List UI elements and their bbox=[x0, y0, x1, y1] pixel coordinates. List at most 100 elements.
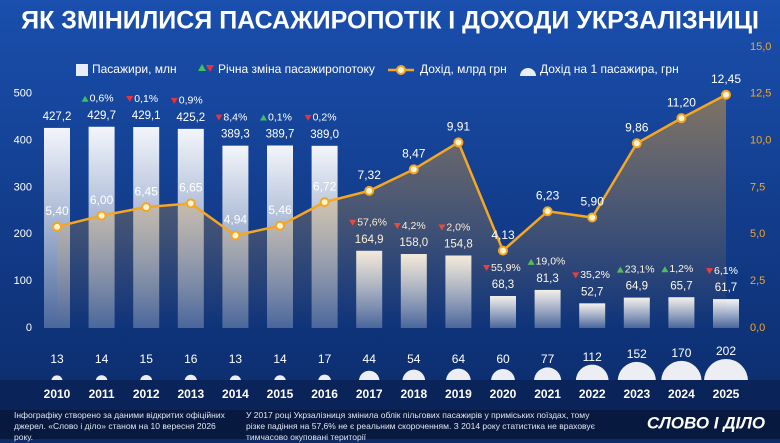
per-passenger-label: 17 bbox=[318, 352, 332, 366]
income-point bbox=[185, 198, 196, 209]
x-tick-label: 2010 bbox=[44, 387, 71, 401]
income-point bbox=[364, 185, 375, 196]
per-passenger-label: 77 bbox=[541, 352, 555, 366]
x-tick-label: 2021 bbox=[534, 387, 561, 401]
per-passenger-label: 13 bbox=[50, 352, 64, 366]
x-tick-label: 2012 bbox=[133, 387, 160, 401]
change-label: 0,6% bbox=[90, 93, 114, 105]
legend-label: Дохід на 1 пасажира, грн bbox=[540, 62, 679, 76]
income-point bbox=[631, 138, 642, 149]
y2-tick-label: 5,0 bbox=[750, 228, 765, 240]
bar-value-label: 389,7 bbox=[266, 129, 295, 141]
change-arrow bbox=[260, 114, 267, 121]
legend-label: Річна зміна пасажиропотоку bbox=[218, 62, 375, 76]
legend-label: Дохід, млрд грн bbox=[420, 62, 507, 76]
income-point bbox=[275, 220, 285, 231]
source-note: Інфографіку створено за даними відкритих… bbox=[14, 410, 225, 442]
income-point bbox=[408, 164, 419, 175]
change-arrow bbox=[126, 96, 134, 103]
legend-swatch bbox=[520, 68, 536, 76]
income-label: 12,45 bbox=[711, 72, 741, 86]
income-label: 5,40 bbox=[45, 204, 69, 218]
income-label: 4,94 bbox=[224, 213, 248, 227]
legend-label: Пасажири, млн bbox=[92, 62, 177, 76]
per-passenger-label: 14 bbox=[273, 352, 287, 366]
income-label: 9,86 bbox=[625, 120, 649, 134]
per-passenger-label: 170 bbox=[671, 346, 691, 360]
income-label: 6,23 bbox=[536, 188, 560, 202]
change-label: 0,1% bbox=[268, 111, 292, 123]
y-tick-label: 0 bbox=[26, 322, 32, 334]
income-label: 11,20 bbox=[667, 95, 696, 109]
per-passenger-label: 13 bbox=[229, 352, 243, 366]
income-point bbox=[542, 206, 553, 217]
change-arrow bbox=[304, 114, 312, 121]
x-tick-label: 2013 bbox=[177, 387, 204, 401]
income-point bbox=[676, 113, 687, 124]
y-tick-label: 200 bbox=[14, 228, 32, 240]
per-passenger-label: 44 bbox=[363, 352, 377, 366]
income-point bbox=[96, 210, 107, 221]
method-note: У 2017 році Укрзалізниця змінила облік п… bbox=[246, 410, 595, 442]
change-arrow bbox=[215, 114, 223, 121]
per-passenger-label: 64 bbox=[452, 352, 466, 366]
per-passenger-label: 112 bbox=[583, 350, 602, 364]
income-label: 9,91 bbox=[447, 120, 471, 134]
year-band bbox=[0, 380, 780, 410]
bar-value-label: 425,2 bbox=[176, 112, 205, 124]
income-label: 8,47 bbox=[402, 147, 426, 161]
income-label: 5,90 bbox=[581, 195, 605, 209]
per-passenger-label: 152 bbox=[627, 347, 647, 361]
bar-value-label: 389,3 bbox=[221, 129, 250, 141]
bar-value-label: 389,0 bbox=[310, 129, 339, 141]
income-point bbox=[52, 221, 62, 232]
per-passenger-label: 16 bbox=[184, 352, 198, 366]
x-tick-label: 2025 bbox=[713, 387, 740, 401]
x-tick-label: 2016 bbox=[311, 387, 338, 401]
x-axis: 2010 2011 2012 2013 2014 2015 2016 2017 2018 2019… bbox=[44, 387, 740, 401]
income-label: 6,72 bbox=[313, 179, 337, 193]
change-arrow bbox=[81, 95, 89, 102]
income-label: 4,13 bbox=[491, 228, 515, 242]
y-tick-label: 400 bbox=[14, 135, 32, 147]
legend-swatch bbox=[76, 64, 88, 76]
legend-swatch bbox=[396, 65, 406, 75]
legend-swatch bbox=[198, 64, 206, 71]
income-label: 6,45 bbox=[135, 184, 159, 198]
income-line bbox=[56, 93, 727, 253]
change-label: 0,1% bbox=[134, 93, 158, 105]
x-tick-label: 2014 bbox=[222, 387, 249, 401]
change-arrow bbox=[170, 97, 178, 104]
y-tick-label: 300 bbox=[14, 181, 32, 193]
bar-value-label: 427,2 bbox=[43, 111, 72, 123]
x-tick-label: 2018 bbox=[400, 387, 427, 401]
per-passenger-label: 14 bbox=[95, 352, 109, 366]
bar-value-label: 429,7 bbox=[87, 110, 116, 122]
x-tick-label: 2017 bbox=[356, 387, 383, 401]
per-passenger-label: 54 bbox=[407, 352, 421, 366]
per-passenger-label: 15 bbox=[140, 352, 154, 366]
income-point bbox=[453, 137, 464, 148]
income-point bbox=[587, 212, 598, 223]
income-label: 7,32 bbox=[358, 168, 382, 182]
legend-swatch bbox=[206, 65, 214, 72]
y-tick-label: 100 bbox=[14, 275, 32, 287]
bar-value-label: 429,1 bbox=[132, 110, 161, 122]
change-label: 0,9% bbox=[179, 95, 203, 107]
x-tick-label: 2023 bbox=[623, 387, 650, 401]
income-label: 6,00 bbox=[90, 193, 114, 207]
y2-tick-label: 10,0 bbox=[750, 135, 771, 147]
y2-tick-label: 15,0 bbox=[750, 41, 771, 53]
footer-band bbox=[0, 410, 780, 439]
income-point bbox=[498, 245, 508, 256]
x-tick-label: 2011 bbox=[89, 387, 115, 401]
plot: 0 100 200 300 400 500 0,0 2,5 5,0 7,5 10,0 12,5 15,0… bbox=[14, 41, 772, 366]
y2-tick-label: 2,5 bbox=[750, 275, 765, 287]
income-label: 5,46 bbox=[268, 203, 292, 217]
x-tick-label: 2024 bbox=[668, 387, 695, 401]
change-label: 0,2% bbox=[313, 112, 337, 124]
income-point bbox=[230, 230, 241, 241]
x-tick-label: 2020 bbox=[490, 387, 517, 401]
